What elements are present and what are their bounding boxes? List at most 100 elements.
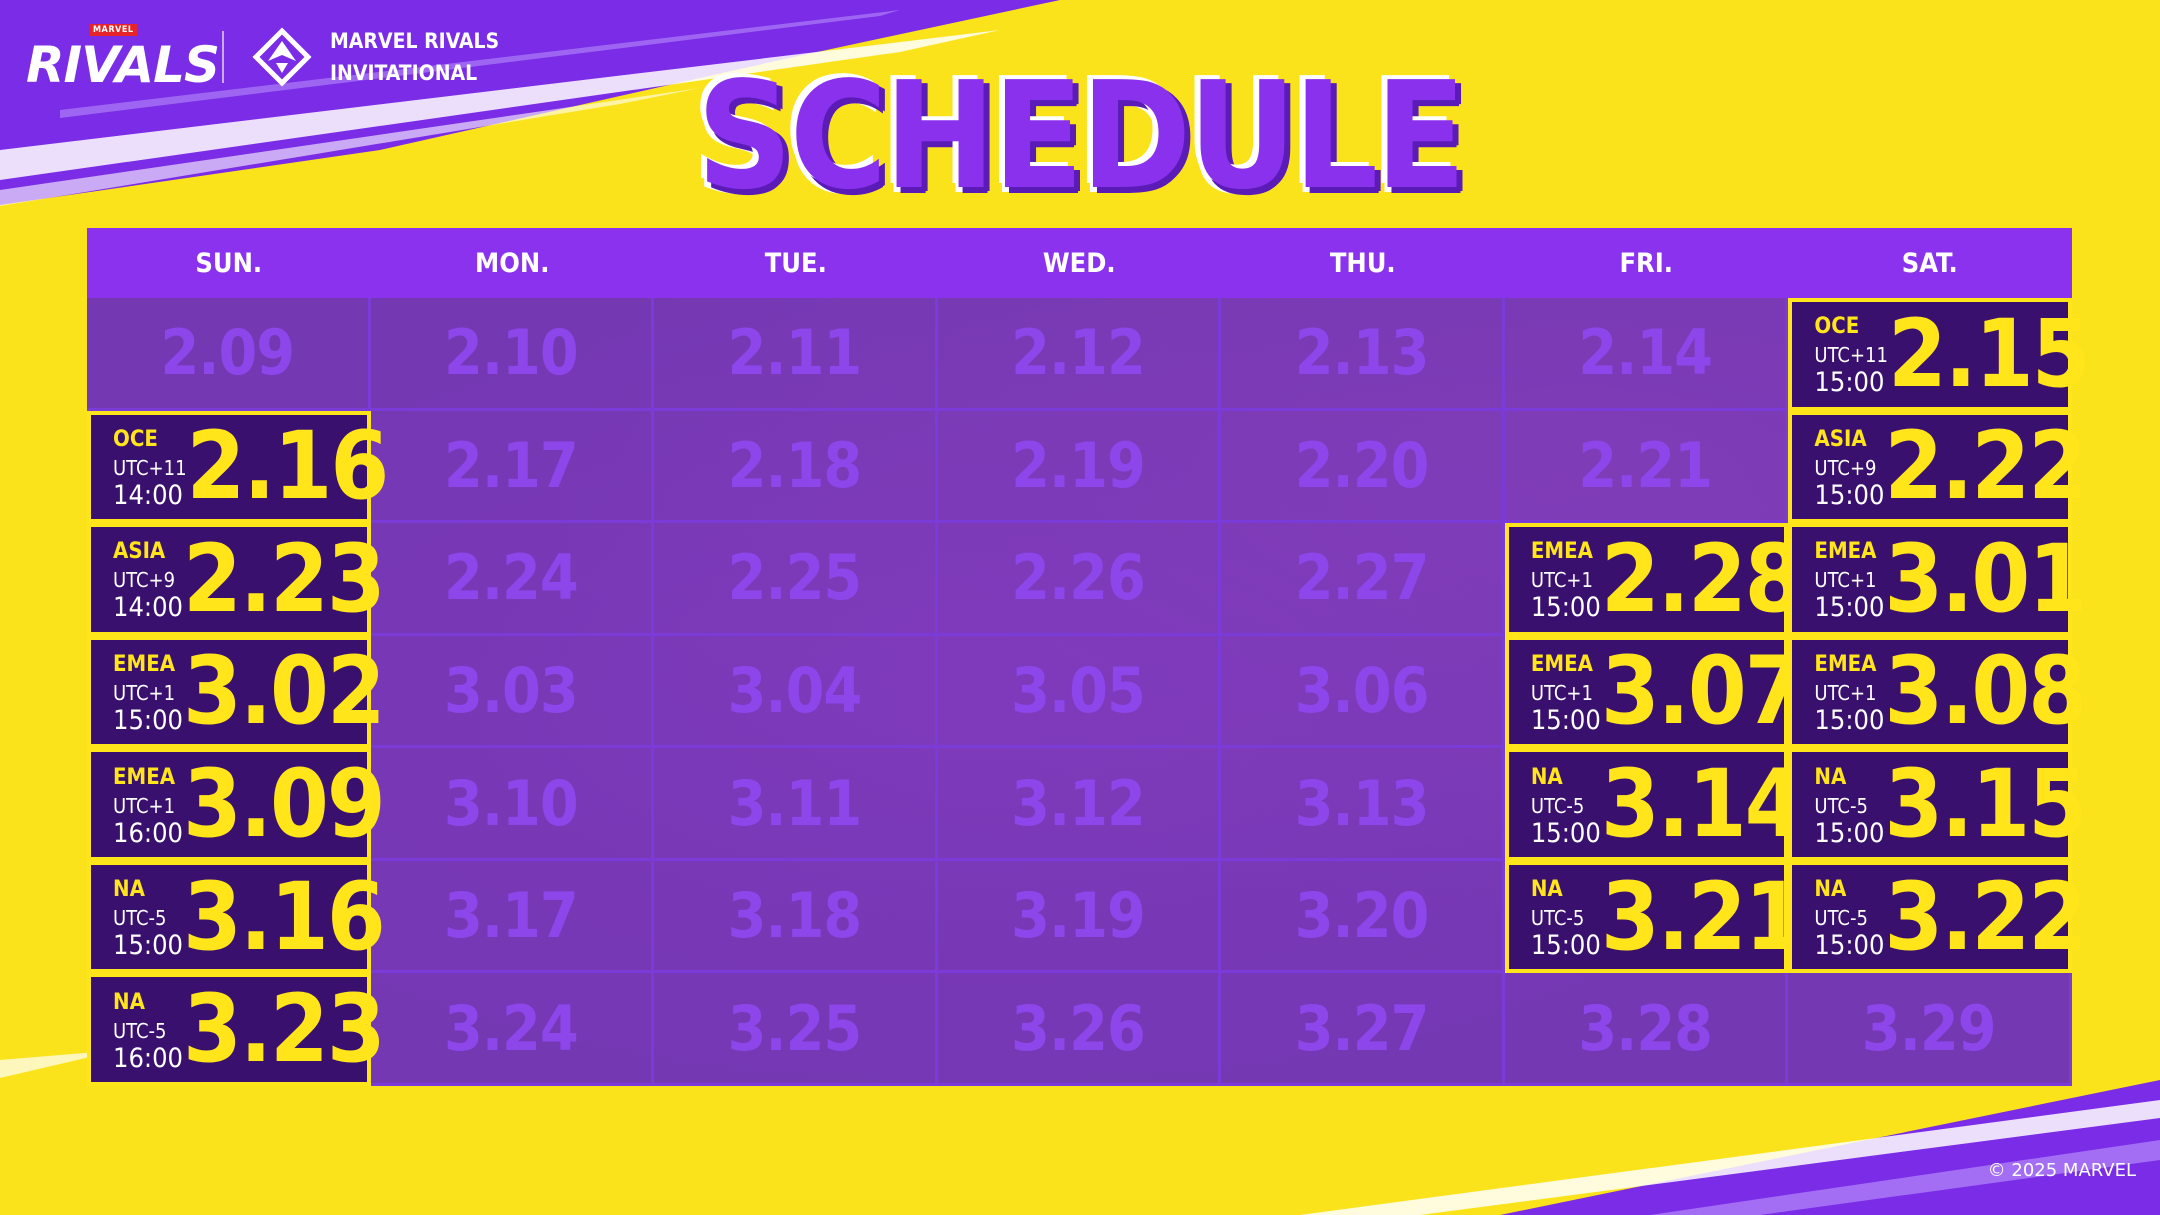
day-date: 2.12 <box>1011 316 1146 390</box>
match-region: EMEA <box>1814 539 1877 565</box>
match-info: OCE UTC+11 14:00 <box>113 426 187 510</box>
calendar-day-cell: 3.26 <box>937 973 1222 1086</box>
calendar-day-cell: 3.24 <box>370 973 655 1086</box>
match-region: NA <box>1530 764 1563 790</box>
match-day-cell: NA UTC-5 15:00 3.15 <box>1788 748 2087 861</box>
day-date: 3.08 <box>1884 637 2087 747</box>
match-time: 15:00 <box>1530 592 1601 624</box>
match-day-cell: EMEA UTC+1 15:00 3.08 <box>1788 635 2087 749</box>
match-region: OCE <box>113 426 158 452</box>
match-time: 15:00 <box>1530 930 1601 962</box>
day-date: 2.13 <box>1294 316 1430 390</box>
calendar-day-cell: 3.13 <box>1221 748 1505 861</box>
day-date: 2.25 <box>727 541 863 615</box>
day-date: 3.02 <box>183 637 386 747</box>
calendar-day-cell: 3.17 <box>370 860 655 974</box>
match-day-cell: NA UTC-5 15:00 3.16 <box>87 860 386 974</box>
calendar-day-cell: 3.03 <box>370 635 655 749</box>
match-day-cell: EMEA UTC+1 15:00 3.07 <box>1504 635 1803 749</box>
match-utc-offset: UTC-5 <box>1530 906 1585 931</box>
match-time: 16:00 <box>113 1042 183 1074</box>
calendar-day-cell: 3.04 <box>654 635 938 749</box>
match-region: OCE <box>1814 314 1860 340</box>
calendar-grid: 2.09 2.10 2.11 2.12 2.13 2.14 OCE UTC+11 15:00 2.… <box>87 298 2091 1086</box>
day-date: 3.24 <box>444 991 579 1065</box>
match-day-cell: EMEA UTC+1 15:00 3.02 <box>87 635 386 749</box>
day-date: 3.28 <box>1578 991 1713 1065</box>
calendar-day-cell: 2.17 <box>370 410 655 524</box>
day-date: 2.20 <box>1294 428 1430 502</box>
day-date: 2.14 <box>1578 316 1713 390</box>
calendar-day-cell: 2.10 <box>370 298 655 411</box>
weekday-header: WED. <box>1042 247 1116 279</box>
copyright-notice: © 2025 MARVEL <box>1987 1160 2136 1181</box>
match-time: 15:00 <box>1814 817 1885 849</box>
match-info: NA UTC-5 15:00 <box>1531 764 1601 848</box>
match-info: EMEA UTC+1 16:00 <box>113 764 183 848</box>
match-info: NA UTC-5 15:00 <box>113 876 183 960</box>
match-region: ASIA <box>1814 426 1867 452</box>
match-info: NA UTC-5 15:00 <box>1814 876 1884 960</box>
day-date: 3.16 <box>183 862 386 972</box>
match-region: EMEA <box>1530 651 1593 677</box>
day-date: 3.07 <box>1600 637 1804 747</box>
calendar-day-cell: 3.28 <box>1504 973 1789 1086</box>
day-date: 3.27 <box>1294 991 1430 1065</box>
schedule-table: SUN. MON. TUE. WED. THU. FRI. SAT. 2.09 2.10 2.1… <box>87 228 2091 1086</box>
match-info: EMEA UTC+1 15:00 <box>1814 538 1884 622</box>
match-region: EMEA <box>1814 651 1877 677</box>
calendar-day-cell: 2.19 <box>937 410 1222 524</box>
day-date: 3.11 <box>727 766 863 840</box>
day-date: 3.12 <box>1011 766 1146 840</box>
match-info: EMEA UTC+1 15:00 <box>1531 651 1601 735</box>
weekday-header: TUE. <box>764 247 827 279</box>
day-date: 2.28 <box>1600 524 1804 634</box>
match-utc-offset: UTC+11 <box>1814 343 1888 368</box>
calendar-day-cell: 3.25 <box>654 973 938 1086</box>
brand-header: MARVEL RIVALS MARVEL RIVALS INVITATIONAL <box>26 22 499 92</box>
match-info: OCE UTC+11 15:00 <box>1814 313 1888 397</box>
match-day-cell: EMEA UTC+1 16:00 3.09 <box>87 748 386 861</box>
day-date: 2.23 <box>183 524 386 634</box>
day-date: 2.22 <box>1884 412 2087 522</box>
event-name-line2: INVITATIONAL <box>330 61 478 85</box>
day-date: 3.05 <box>1011 653 1146 727</box>
match-info: NA UTC-5 15:00 <box>1531 876 1601 960</box>
day-date: 3.04 <box>727 653 863 727</box>
match-utc-offset: UTC+1 <box>1814 568 1877 593</box>
match-day-cell: ASIA UTC+9 15:00 2.22 <box>1788 410 2087 524</box>
calendar-day-cell: 3.19 <box>937 860 1222 974</box>
day-date: 3.14 <box>1600 750 1804 860</box>
calendar-day-cell: 2.12 <box>937 298 1222 411</box>
calendar-day-cell: 3.27 <box>1221 973 1505 1086</box>
match-day-cell: ASIA UTC+9 14:00 2.23 <box>87 523 386 636</box>
match-time: 15:00 <box>1530 704 1601 736</box>
match-time: 15:00 <box>1814 704 1885 736</box>
match-time: 14:00 <box>113 479 183 511</box>
day-date: 2.21 <box>1578 428 1713 502</box>
match-region: NA <box>113 877 145 903</box>
match-utc-offset: UTC+1 <box>113 680 176 705</box>
match-utc-offset: UTC+1 <box>1530 680 1593 705</box>
calendar-day-cell: 2.25 <box>654 523 938 636</box>
match-day-cell: EMEA UTC+1 15:00 2.28 <box>1504 523 1803 636</box>
calendar-day-cell: 2.21 <box>1504 410 1789 524</box>
calendar-day-cell: 3.18 <box>654 860 938 974</box>
calendar-day-cell: 3.12 <box>937 748 1222 861</box>
match-region: NA <box>1530 877 1563 903</box>
day-date: 3.13 <box>1294 766 1430 840</box>
match-day-cell: NA UTC-5 15:00 3.14 <box>1504 748 1803 861</box>
day-date: 3.21 <box>1600 862 1804 972</box>
match-utc-offset: UTC-5 <box>1814 906 1868 931</box>
calendar-day-cell: 3.29 <box>1788 973 2072 1086</box>
match-region: EMEA <box>113 651 176 677</box>
event-name-line1: MARVEL RIVALS <box>330 29 500 53</box>
match-day-cell: EMEA UTC+1 15:00 3.01 <box>1788 523 2087 636</box>
day-date: 3.10 <box>444 766 579 840</box>
day-date: 2.27 <box>1294 541 1430 615</box>
match-region: EMEA <box>113 764 176 790</box>
match-info: EMEA UTC+1 15:00 <box>113 651 183 735</box>
match-day-cell: NA UTC-5 16:00 3.23 <box>87 973 386 1086</box>
match-info: EMEA UTC+1 15:00 <box>1814 651 1884 735</box>
day-date: 3.17 <box>444 879 579 953</box>
